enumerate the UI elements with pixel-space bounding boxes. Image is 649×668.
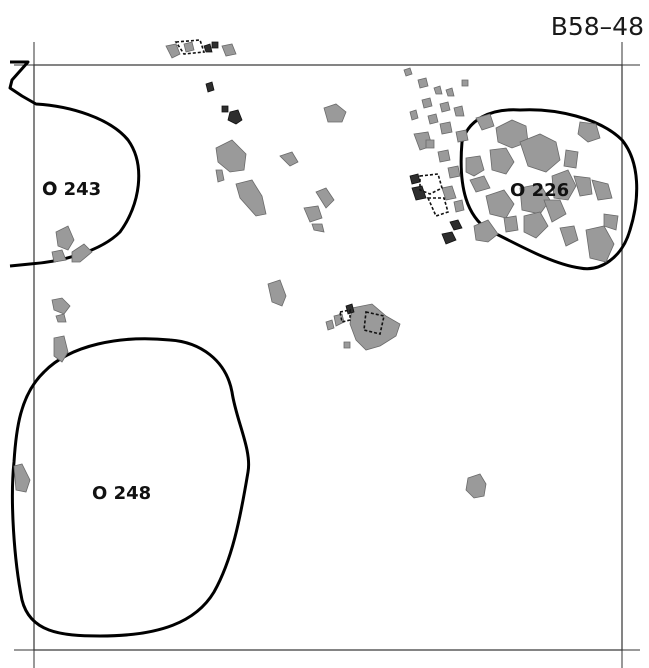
feature-id: O 226 xyxy=(510,180,569,201)
stone xyxy=(311,223,325,233)
stone xyxy=(447,165,461,179)
stone xyxy=(585,225,615,263)
stone xyxy=(323,103,347,123)
feature-id: O 243 xyxy=(42,179,101,200)
stone xyxy=(473,219,499,243)
charcoal-fragments xyxy=(203,41,463,315)
feature-label-248: O 248 xyxy=(92,483,151,504)
pit-outline-248 xyxy=(10,337,251,638)
stone xyxy=(333,313,345,327)
stone xyxy=(461,79,469,87)
stone xyxy=(577,121,601,143)
stone xyxy=(71,243,93,263)
charcoal xyxy=(211,41,219,49)
stone xyxy=(51,297,71,315)
stone xyxy=(215,139,247,173)
stone xyxy=(573,175,593,197)
stone xyxy=(559,225,579,247)
stone xyxy=(445,87,455,97)
stone xyxy=(421,97,433,109)
stone xyxy=(563,149,579,169)
stone xyxy=(489,147,515,175)
stone xyxy=(439,121,453,135)
stone xyxy=(235,179,267,217)
stone xyxy=(221,43,237,57)
stone-scatter-226 xyxy=(403,67,469,213)
stone xyxy=(519,183,551,215)
stone xyxy=(591,179,613,201)
stone xyxy=(551,169,577,201)
stone-cluster-226 xyxy=(465,113,619,263)
stone xyxy=(603,213,619,231)
stone xyxy=(519,133,561,173)
stone xyxy=(51,249,67,263)
dashed-outline xyxy=(419,173,443,195)
stone xyxy=(485,189,515,219)
stone xyxy=(267,279,287,307)
dashed-outlines xyxy=(174,39,449,335)
stones xyxy=(13,41,487,499)
stone xyxy=(503,215,519,233)
stone xyxy=(441,185,457,201)
stone xyxy=(303,205,323,223)
stone xyxy=(453,199,465,213)
stone xyxy=(453,105,465,117)
stone xyxy=(55,313,67,323)
stone xyxy=(417,77,429,89)
stone xyxy=(403,67,413,77)
stone xyxy=(183,41,195,53)
stone xyxy=(13,463,31,493)
pit-outline-243 xyxy=(8,60,141,268)
stone xyxy=(427,113,439,125)
feature-id: O 248 xyxy=(92,483,151,504)
stone xyxy=(165,43,181,59)
feature-label-243: O 243 xyxy=(42,179,101,200)
stone xyxy=(53,335,69,363)
charcoal xyxy=(203,43,213,53)
feature-marker-icon xyxy=(43,181,57,195)
stone xyxy=(425,139,435,149)
sheet-id: B58–48 xyxy=(551,12,644,41)
stone xyxy=(465,155,485,177)
stone xyxy=(279,151,299,167)
charcoal xyxy=(409,173,421,185)
stone xyxy=(475,113,495,131)
charcoal xyxy=(411,185,427,201)
dashed-outline xyxy=(174,39,206,55)
stone xyxy=(349,303,401,351)
stone xyxy=(437,149,451,163)
stone xyxy=(455,129,469,143)
stone xyxy=(433,85,443,95)
charcoal xyxy=(221,105,229,113)
charcoal xyxy=(227,109,243,125)
stone xyxy=(343,341,351,349)
feature-label-226: O 226 xyxy=(510,180,569,201)
charcoal xyxy=(449,219,463,231)
dashed-outline xyxy=(339,309,351,323)
stone xyxy=(55,225,75,251)
stone xyxy=(315,187,335,209)
charcoal xyxy=(441,231,457,245)
dashed-outline xyxy=(426,197,449,217)
dashed-outline xyxy=(363,311,385,335)
stone xyxy=(439,101,451,113)
grid xyxy=(14,42,640,668)
charcoal xyxy=(205,81,215,93)
stone xyxy=(523,211,549,239)
stone xyxy=(469,175,491,193)
stone xyxy=(215,169,225,183)
stone xyxy=(409,109,419,121)
stone xyxy=(465,473,487,499)
stone xyxy=(325,319,335,331)
stone xyxy=(543,199,567,223)
